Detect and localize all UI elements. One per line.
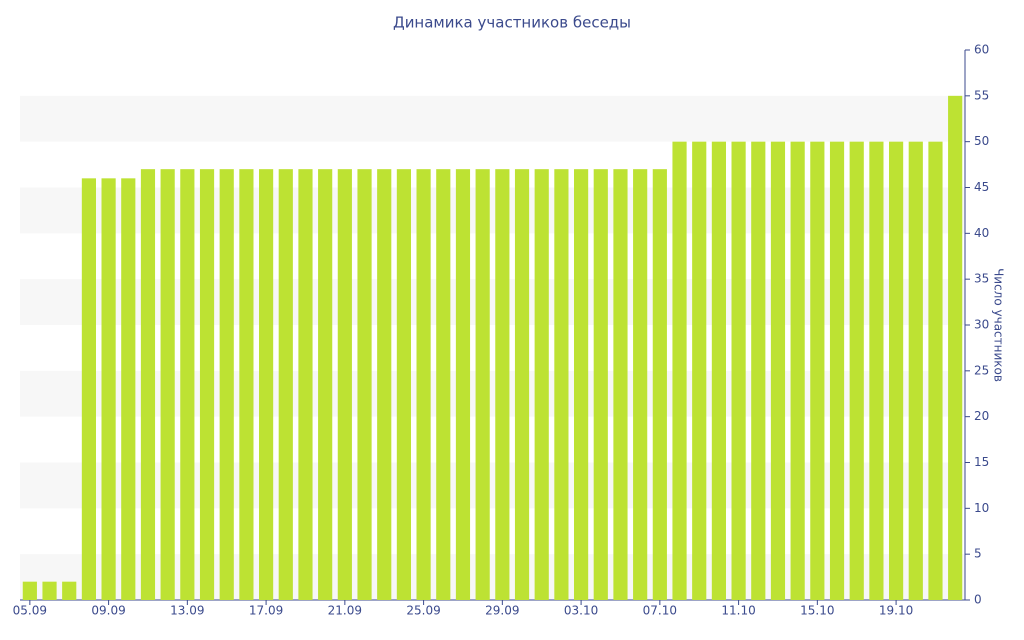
bar <box>849 141 864 600</box>
y-tick-label: 45 <box>974 180 989 194</box>
y-tick-label: 0 <box>974 593 982 607</box>
x-tick-label: 13.09 <box>170 604 204 618</box>
y-tick-label: 20 <box>974 409 989 423</box>
bar <box>337 169 352 600</box>
grid-band <box>20 462 965 509</box>
bar <box>62 581 77 600</box>
bar <box>140 169 156 600</box>
bar <box>455 169 471 600</box>
bar <box>180 169 195 600</box>
bar <box>278 169 293 600</box>
y-tick-label: 5 <box>974 547 982 561</box>
y-tick-label: 60 <box>974 43 989 57</box>
x-tick-label: 03.10 <box>564 604 598 618</box>
bar <box>534 169 549 600</box>
bar <box>652 169 667 600</box>
x-tick-label: 15.10 <box>800 604 834 618</box>
bar <box>829 141 845 600</box>
bar <box>298 169 313 600</box>
bar <box>574 169 589 600</box>
x-tick-label: 05.09 <box>13 604 47 618</box>
bar <box>377 169 392 600</box>
grid-band <box>20 95 965 142</box>
x-tick-label: 11.10 <box>721 604 755 618</box>
bar <box>731 141 746 600</box>
x-tick-label: 25.09 <box>406 604 440 618</box>
y-tick-label: 50 <box>974 134 989 148</box>
bar <box>692 141 707 600</box>
grid-band <box>20 554 965 600</box>
bar <box>869 141 884 600</box>
x-tick-label: 07.10 <box>643 604 677 618</box>
bar <box>751 141 766 600</box>
bar <box>42 581 57 600</box>
y-tick-label: 30 <box>974 318 989 332</box>
bar <box>121 178 136 601</box>
bar <box>239 169 254 600</box>
y-tick-label: 55 <box>974 88 989 102</box>
bar <box>101 178 116 601</box>
bar <box>810 141 825 600</box>
grid-band <box>20 279 965 325</box>
y-tick-label: 35 <box>974 272 989 286</box>
bar <box>613 169 628 600</box>
grid-band <box>20 370 965 417</box>
bar <box>790 141 805 600</box>
bar <box>259 169 274 600</box>
bar <box>889 141 904 600</box>
bar <box>514 169 530 600</box>
y-tick-label: 25 <box>974 363 989 377</box>
bar <box>495 169 510 600</box>
bar <box>928 141 943 600</box>
y-axis-title: Число участников <box>992 268 1006 382</box>
bar <box>416 169 431 600</box>
x-tick-label: 17.09 <box>249 604 283 618</box>
bar <box>219 169 234 600</box>
bar <box>948 95 963 600</box>
bar <box>672 141 687 600</box>
chart-title: Динамика участников беседы <box>393 14 631 32</box>
bar <box>436 169 451 600</box>
bar <box>199 169 215 600</box>
x-tick-label: 19.10 <box>879 604 913 618</box>
bar <box>357 169 372 600</box>
bar <box>554 169 569 600</box>
bar <box>160 169 175 600</box>
bar <box>908 141 923 600</box>
bar <box>770 141 786 600</box>
x-tick-label: 29.09 <box>485 604 519 618</box>
bar <box>81 178 96 601</box>
bar <box>318 169 333 600</box>
y-tick-label: 15 <box>974 455 989 469</box>
bar <box>711 141 726 600</box>
x-tick-label: 21.09 <box>328 604 362 618</box>
bar <box>396 169 411 600</box>
y-tick-label: 10 <box>974 501 989 515</box>
bar <box>475 169 490 600</box>
grid-band <box>20 187 965 234</box>
x-tick-label: 09.09 <box>91 604 125 618</box>
bar <box>593 169 608 600</box>
y-tick-label: 40 <box>974 226 989 240</box>
bar <box>633 169 648 600</box>
bar <box>22 581 37 600</box>
